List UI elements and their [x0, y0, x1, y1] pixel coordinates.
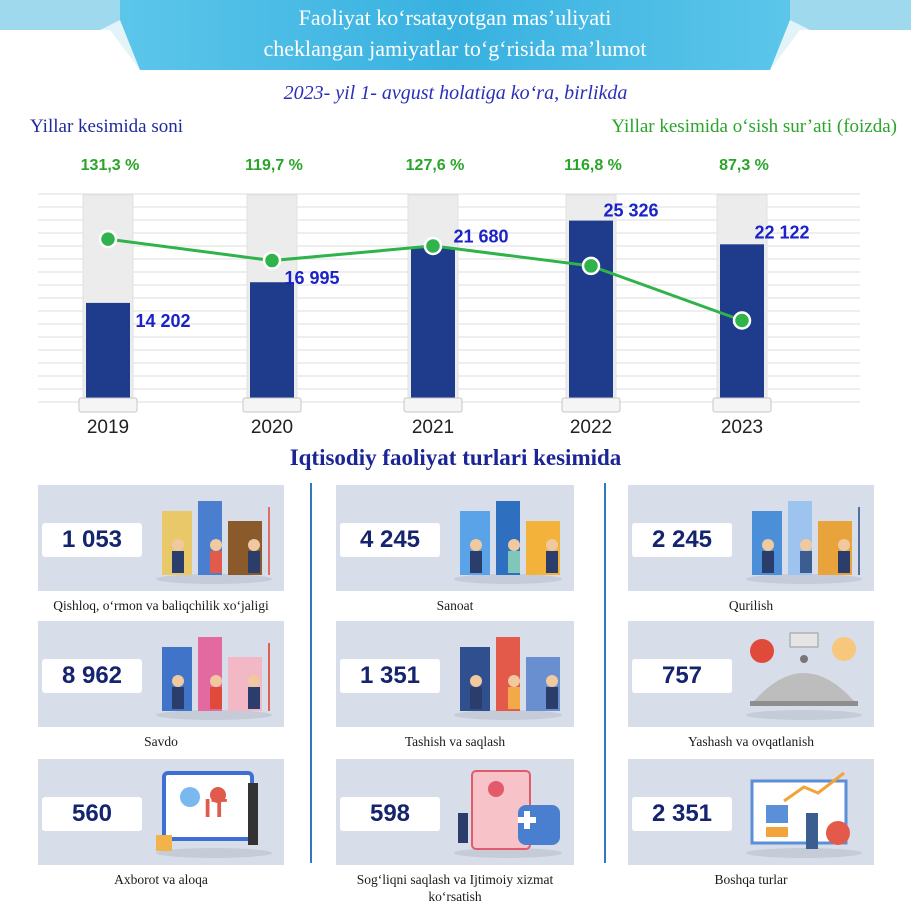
other-illustration	[746, 771, 862, 858]
column-divider-1	[310, 483, 312, 863]
card-illustration	[740, 767, 868, 864]
activity-count: 560	[42, 797, 142, 831]
growth-point-2020	[262, 251, 282, 270]
card-illustration	[150, 629, 278, 726]
hospitality-illustration	[746, 632, 862, 720]
banner-title-line2: cheklangan jamiyatlar to‘g‘risida ma’lum…	[263, 36, 647, 61]
activity-count: 1 053	[42, 523, 142, 557]
growth-point-2021	[423, 236, 443, 256]
it-illustration: IT	[156, 771, 272, 858]
card-illustration	[740, 493, 868, 590]
card-illustration: IT	[150, 767, 278, 864]
card-illustration	[740, 629, 868, 726]
growth-point-2019	[98, 229, 118, 249]
card-illustration	[448, 629, 568, 726]
banner-shape	[0, 0, 911, 70]
activity-label: Axborot va aloqa	[114, 872, 208, 887]
tick-label-2023: 2023	[721, 417, 763, 438]
activity-label: Yashash va ovqatlanish	[687, 734, 815, 749]
column-divider-2	[604, 483, 606, 863]
chart-subtitle: 2023- yil 1- avgust holatiga ko‘ra, birl…	[283, 82, 628, 104]
bar-value-label-2019: 14 202	[135, 311, 190, 331]
agriculture-illustration	[156, 501, 272, 584]
card-illustration	[150, 493, 278, 590]
growth-label-2020: 119,7 %	[245, 157, 303, 174]
activity-label: Qurilish	[728, 598, 774, 613]
growth-point-2022	[581, 256, 601, 276]
activity-label: Sog‘liqni saqlash va Ijtimoiy xizmat ko‘…	[356, 872, 554, 904]
bar-2022	[569, 220, 613, 408]
banner-title: Faoliyat ko‘rsatayotgan mas’uliyati chek…	[130, 2, 780, 64]
bar-2021	[411, 247, 455, 408]
year-tab	[712, 397, 772, 413]
growth-label-2019: 131,3 %	[81, 157, 140, 174]
legend-growth: Yillar kesimida o‘sish sur’ati (foizda)	[611, 116, 897, 137]
activity-label: Savdo	[144, 734, 178, 749]
activity-label: Tashish va saqlash	[404, 734, 506, 749]
tick-label-2022: 2022	[570, 417, 612, 438]
bar-value-label-2023: 22 122	[754, 222, 809, 242]
activity-count: 2 351	[632, 797, 732, 831]
trade-illustration	[156, 637, 272, 720]
industry-illustration	[454, 501, 562, 584]
growth-label-2022: 116,8 %	[564, 157, 622, 174]
section-title: Iqtisodiy faoliyat turlari kesimida	[289, 445, 622, 470]
growth-label-2023: 87,3 %	[719, 157, 769, 174]
growth-point-2023	[732, 311, 752, 330]
card-illustration	[448, 767, 568, 864]
year-tab	[78, 397, 138, 413]
svg-text:IT: IT	[204, 793, 227, 823]
year-tab	[242, 397, 302, 413]
bar-value-label-2020: 16 995	[284, 268, 339, 288]
activity-count: 598	[340, 797, 440, 831]
tick-label-2021: 2021	[412, 417, 454, 438]
transport-illustration	[454, 637, 562, 720]
combo-chart: 2019 14 202 131,3 % 2020 16 995 119,7 % 2021 21…	[38, 157, 860, 438]
bar-2020	[250, 282, 294, 408]
header-banner: Faoliyat ko‘rsatayotgan mas’uliyati chek…	[0, 0, 911, 80]
healthcare-illustration	[454, 770, 562, 858]
activity-count: 1 351	[340, 659, 440, 693]
activity-count: 4 245	[340, 523, 440, 557]
bar-2019	[86, 302, 130, 408]
activity-label: Boshqa turlar	[714, 872, 788, 887]
card-illustration	[448, 493, 568, 590]
construction-illustration	[746, 501, 862, 584]
activity-label: Qishloq, o‘rmon va baliqchilik xo‘jaligi	[53, 598, 269, 613]
year-tab	[561, 397, 621, 413]
activity-count: 8 962	[42, 659, 142, 693]
legend-count: Yillar kesimida soni	[30, 116, 184, 137]
bar-value-label-2021: 21 680	[453, 227, 508, 247]
activity-label: Sanoat	[436, 598, 474, 613]
bar-value-label-2022: 25 326	[603, 201, 658, 221]
activity-count: 2 245	[632, 523, 732, 557]
tick-label-2019: 2019	[87, 417, 129, 438]
banner-title-line1: Faoliyat ko‘rsatayotgan mas’uliyati	[298, 5, 612, 30]
growth-label-2021: 127,6 %	[406, 157, 465, 174]
year-tab	[403, 397, 463, 413]
activity-count: 757	[632, 659, 732, 693]
tick-label-2020: 2020	[251, 417, 293, 438]
